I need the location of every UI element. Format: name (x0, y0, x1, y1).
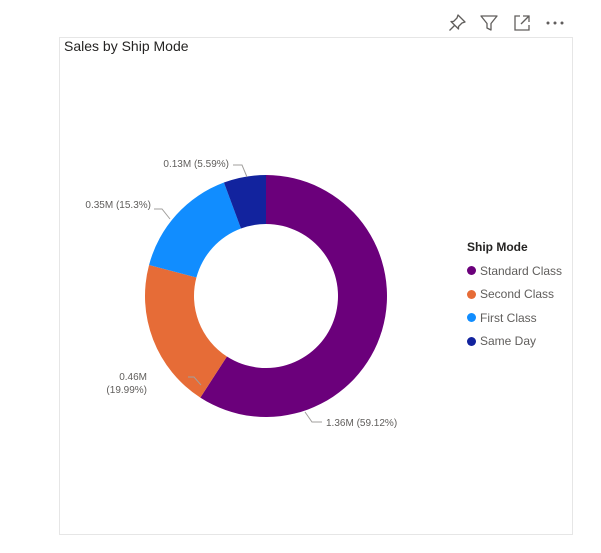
data-label-leader-line (188, 376, 202, 386)
legend-label: First Class (480, 310, 537, 325)
data-label-second-class: 0.46M (119, 372, 147, 383)
pin-icon[interactable] (446, 12, 468, 34)
chart-title: Sales by Ship Mode (64, 38, 189, 54)
legend-marker (467, 336, 476, 346)
legend-title: Ship Mode (467, 240, 528, 254)
more-options-icon[interactable] (544, 12, 566, 34)
data-label-leader-line (154, 208, 171, 220)
data-label-first-class: 0.35M (15.3%) (85, 200, 151, 211)
donut-chart-visual[interactable]: Sales by Ship Mode 1.36M (59.12%) 0.46M (1… (59, 37, 573, 535)
donut-chart: 1.36M (59.12%) 0.46M (19.99%) 0.35M (15.3%)… (85, 159, 397, 429)
data-label-second-class: (19.99%) (106, 385, 147, 396)
focus-mode-icon[interactable] (511, 12, 533, 34)
filter-icon[interactable] (478, 12, 500, 34)
donut-slice-same-day[interactable] (223, 175, 266, 229)
legend-item-second-class[interactable]: Second Class (467, 283, 562, 307)
legend-marker (467, 313, 476, 323)
data-label-leader-line (233, 164, 248, 178)
legend-item-first-class[interactable]: First Class (467, 306, 562, 330)
chart-legend: Ship Mode Standard Class Second Class Firs… (467, 240, 562, 353)
data-label-leader-line (304, 411, 322, 423)
legend-label: Standard Class (480, 263, 563, 278)
donut-slice-second-class[interactable] (145, 264, 227, 398)
legend-label: Same Day (480, 334, 537, 349)
donut-slice-standard-class[interactable] (200, 175, 387, 417)
legend-marker (467, 266, 476, 276)
legend-item-standard-class[interactable]: Standard Class (467, 259, 562, 283)
legend-item-same-day[interactable]: Same Day (467, 330, 562, 354)
donut-slice-first-class[interactable] (149, 182, 241, 278)
data-label-standard-class: 1.36M (59.12%) (326, 418, 397, 429)
legend-marker (467, 289, 476, 299)
legend-label: Second Class (480, 287, 555, 302)
data-label-same-day: 0.13M (5.59%) (163, 159, 229, 170)
visual-header-toolbar (440, 12, 570, 34)
